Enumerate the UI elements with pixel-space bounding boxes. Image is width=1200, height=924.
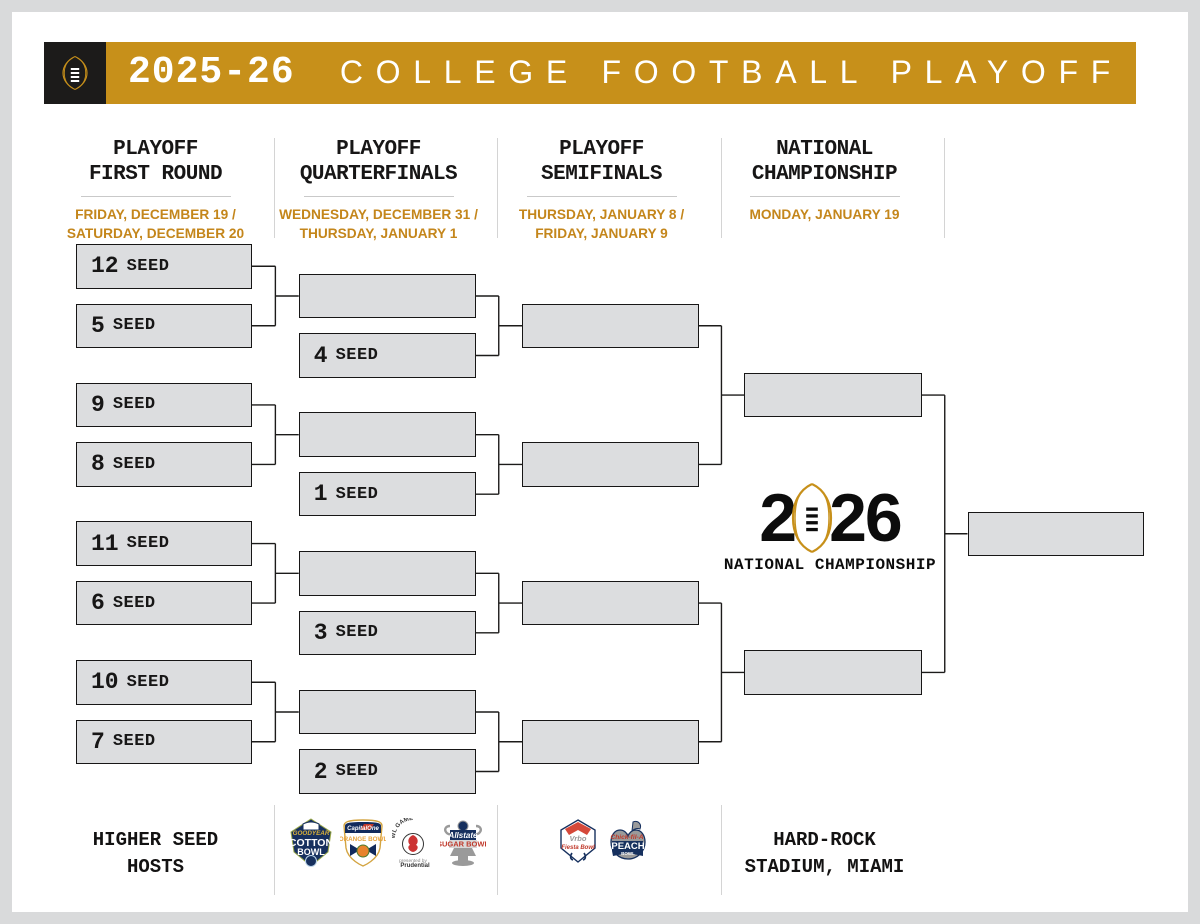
svg-text:SUGAR BOWL: SUGAR BOWL (440, 840, 486, 849)
svg-text:BOWL: BOWL (621, 851, 635, 856)
svg-text:Prudential: Prudential (400, 863, 430, 868)
svg-text:Fiesta Bowl: Fiesta Bowl (561, 845, 595, 851)
svg-text:CapitalOne: CapitalOne (347, 826, 379, 832)
svg-text:ORANGE BOWL: ORANGE BOWL (340, 836, 386, 843)
svg-text:GOODYEAR: GOODYEAR (293, 830, 330, 837)
svg-text:Chick-fil-A: Chick-fil-A (611, 834, 644, 841)
svg-text:Vrbo: Vrbo (570, 834, 587, 843)
